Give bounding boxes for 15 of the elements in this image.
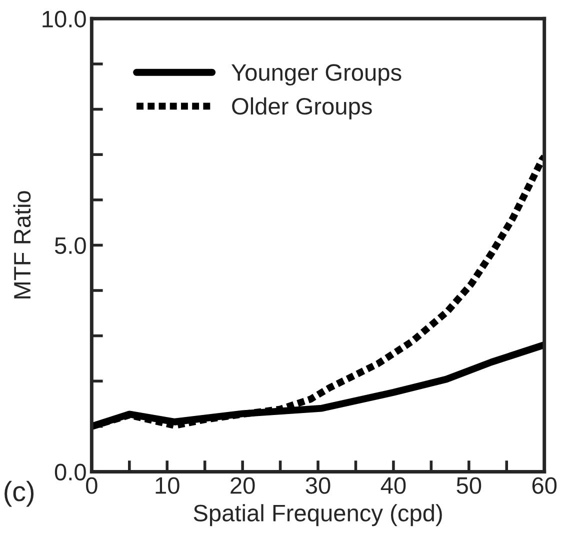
y-tick-label: 10.0 <box>42 10 86 28</box>
legend-label: Older Groups <box>232 97 372 120</box>
x-tick-label: 60 <box>532 477 557 494</box>
x-tick-label: 40 <box>380 477 406 494</box>
y-tick-label: 0.0 <box>54 464 86 480</box>
y-axis-title: MTF Ratio <box>13 191 31 298</box>
x-tick-label: 20 <box>230 477 255 494</box>
legend-label: Younger Groups <box>232 64 402 86</box>
text: (c) <box>4 480 34 507</box>
x-axis-title: Spatial Frequency (cpd) <box>194 504 442 526</box>
x-tick-label: 30 <box>306 477 330 494</box>
x-tick-label: 0 <box>86 477 98 494</box>
x-tick-label: 10 <box>156 477 180 494</box>
y-tick-label: 5.0 <box>54 237 86 254</box>
x-tick-label: 50 <box>456 477 482 494</box>
